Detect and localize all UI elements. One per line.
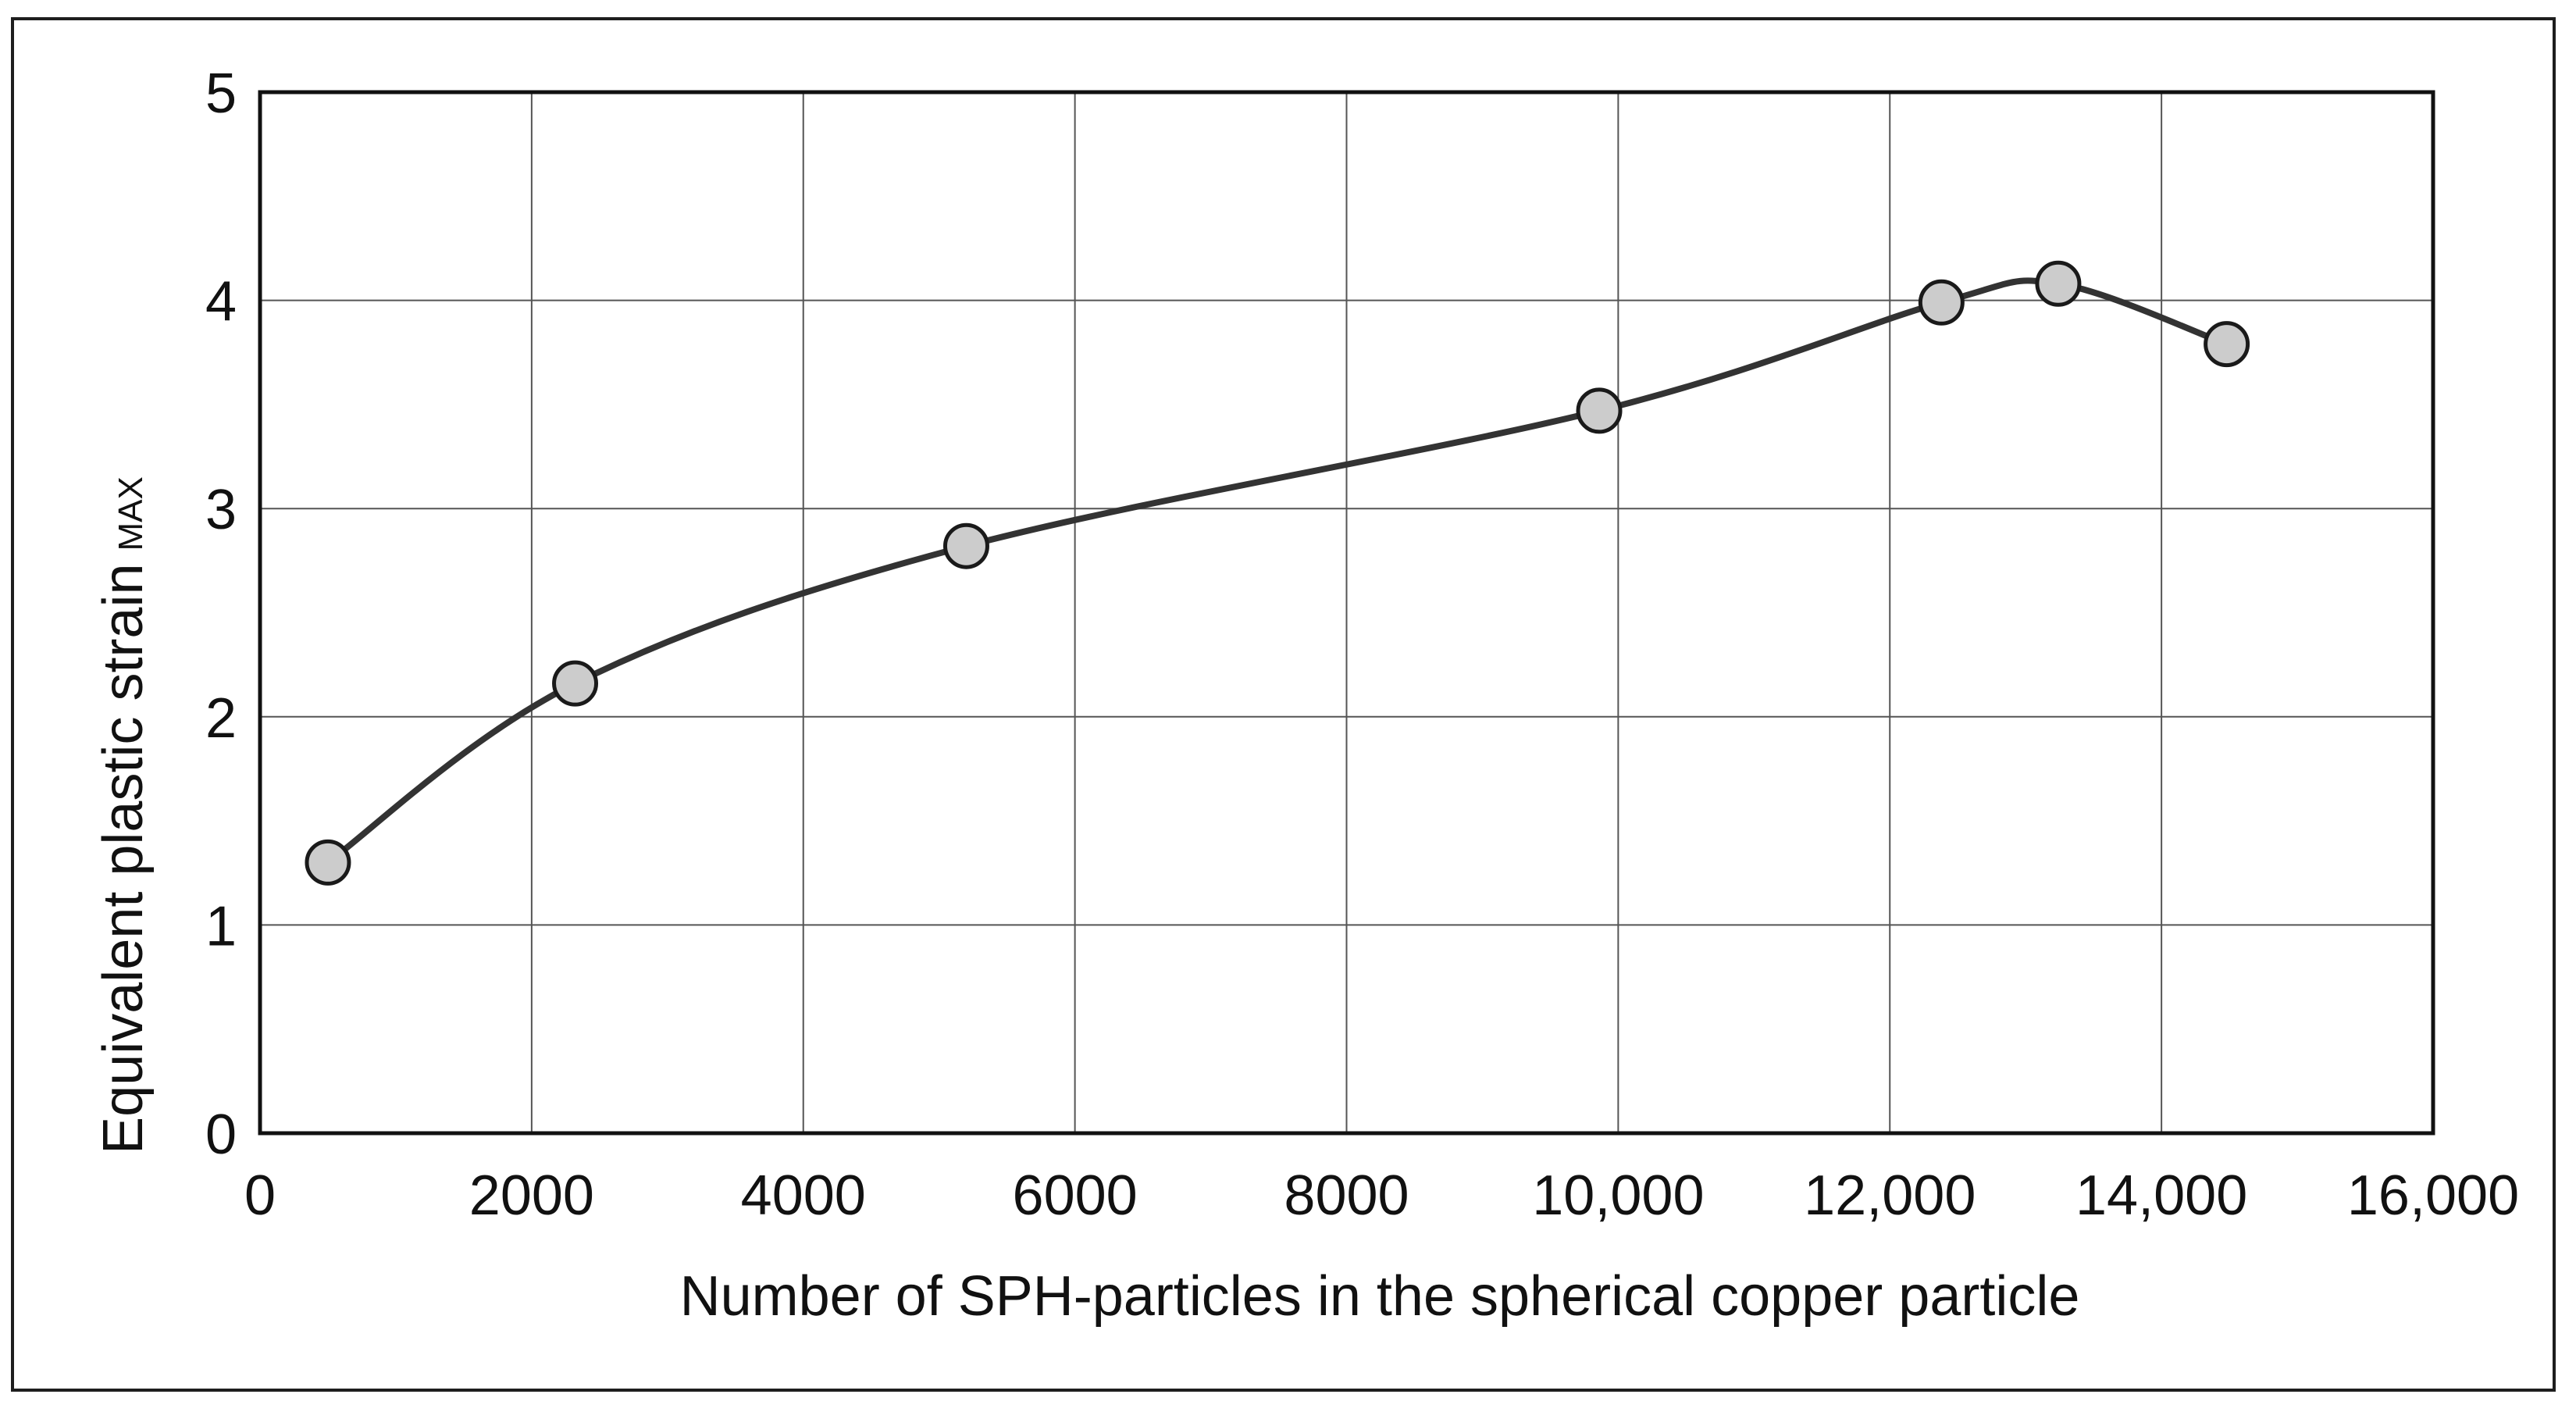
figure-frame bbox=[11, 17, 2556, 1392]
data-points bbox=[305, 260, 2250, 886]
data-point bbox=[942, 522, 989, 569]
x-tick-label: 6000 bbox=[1013, 1164, 1138, 1227]
data-point bbox=[2035, 260, 2082, 307]
y-tick-label: 0 bbox=[205, 1104, 237, 1166]
y-tick-label: 1 bbox=[205, 895, 237, 957]
x-tick-label: 10,000 bbox=[1532, 1164, 1704, 1227]
data-point bbox=[1576, 387, 1623, 434]
plot-area-border bbox=[258, 90, 2435, 1136]
y-axis-title: Equivalent plastic strain MAX bbox=[92, 476, 155, 1154]
data-point bbox=[1918, 279, 1965, 326]
data-point bbox=[552, 660, 599, 707]
y-tick-label: 3 bbox=[205, 479, 237, 541]
x-tick-label: 8000 bbox=[1284, 1164, 1409, 1227]
x-tick-label: 16,000 bbox=[2347, 1164, 2519, 1227]
y-tick-label: 2 bbox=[205, 687, 237, 750]
series-line bbox=[324, 277, 2230, 866]
y-tick-label: 5 bbox=[205, 62, 237, 125]
y-axis-ticks: 0 1 2 3 4 5 bbox=[205, 62, 237, 1166]
y-axis-title-main: Equivalent plastic strain bbox=[92, 563, 155, 1153]
x-tick-label: 14,000 bbox=[2075, 1164, 2247, 1227]
data-point bbox=[305, 839, 351, 886]
y-axis-title-subscript: MAX bbox=[112, 476, 150, 551]
x-axis-title: Number of SPH-particles in the spherical… bbox=[680, 1265, 2080, 1328]
data-point bbox=[2204, 321, 2250, 368]
x-tick-label: 2000 bbox=[469, 1164, 594, 1227]
y-tick-label: 4 bbox=[205, 271, 237, 333]
x-tick-label: 0 bbox=[244, 1164, 276, 1227]
x-axis-ticks: 0 2000 4000 6000 8000 10,000 12,000 14,000 16,00… bbox=[244, 1164, 2519, 1227]
x-tick-label: 4000 bbox=[741, 1164, 866, 1227]
x-tick-label: 12,000 bbox=[1804, 1164, 1976, 1227]
grid-lines bbox=[259, 91, 2434, 1134]
